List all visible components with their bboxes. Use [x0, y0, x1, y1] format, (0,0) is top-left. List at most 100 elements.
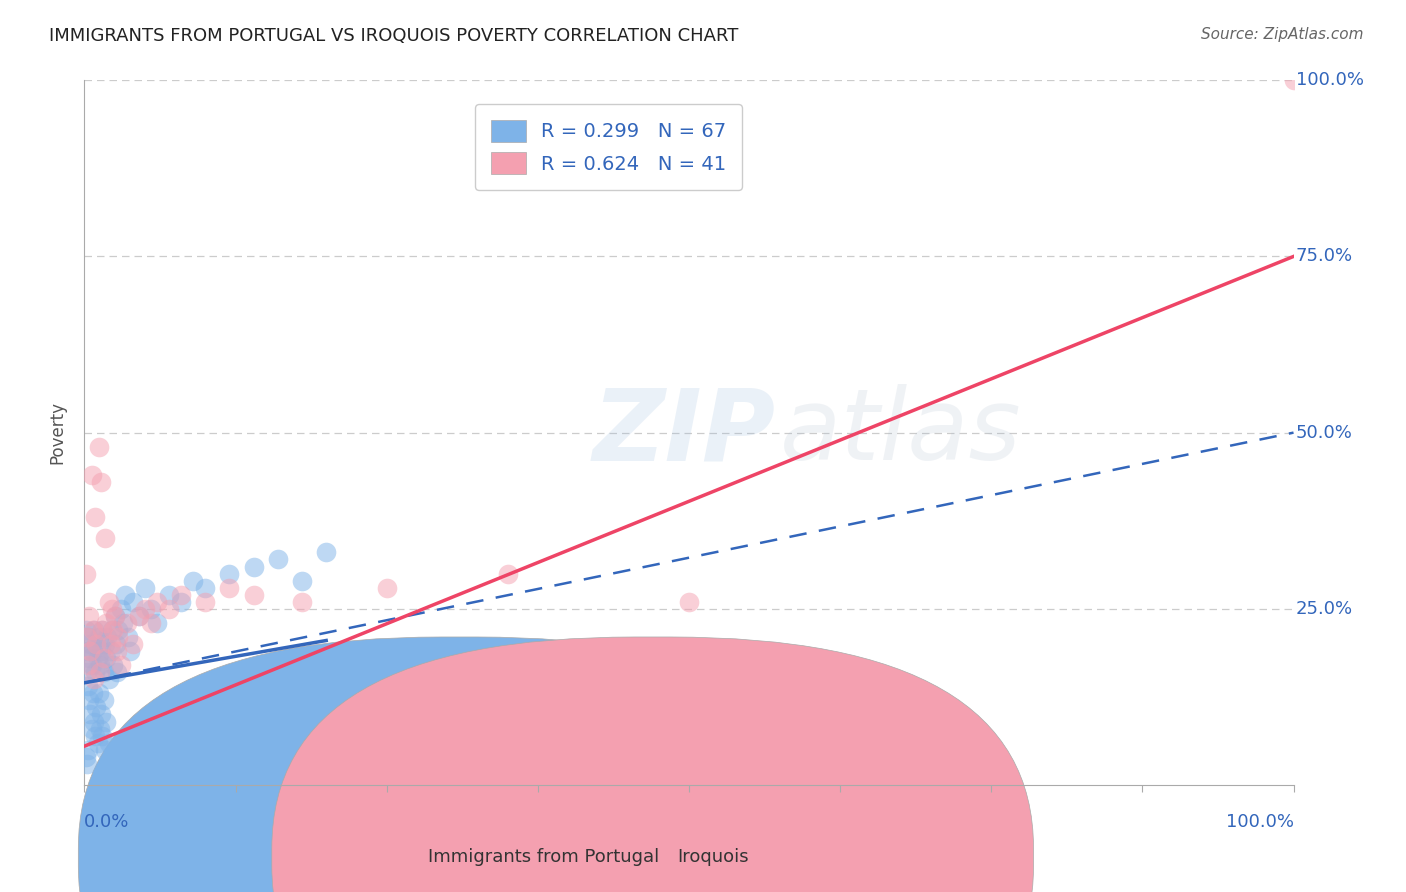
Point: [77, 693, 100, 707]
Point: [107, 630, 129, 644]
Point: [291, 574, 314, 588]
Point: [105, 644, 128, 658]
Point: [112, 615, 135, 630]
Point: [83, 673, 105, 687]
Point: [121, 595, 143, 609]
Point: [87, 440, 110, 454]
Point: [75, 749, 97, 764]
Point: [91, 623, 114, 637]
Point: [146, 615, 169, 630]
Point: [105, 665, 128, 680]
Point: [100, 644, 122, 658]
Point: [218, 566, 240, 581]
Point: [104, 608, 127, 623]
Point: [77, 630, 100, 644]
Point: [1282, 73, 1305, 87]
Point: [110, 658, 132, 673]
Point: [91, 729, 114, 743]
Point: [87, 630, 110, 644]
Text: 75.0%: 75.0%: [1296, 247, 1353, 266]
Point: [170, 588, 193, 602]
Point: [94, 742, 117, 756]
Point: [80, 467, 103, 482]
Point: [76, 644, 98, 658]
Point: [86, 637, 108, 651]
Point: [89, 722, 111, 736]
Point: [84, 665, 107, 680]
Text: IMMIGRANTS FROM PORTUGAL VS IROQUOIS POVERTY CORRELATION CHART: IMMIGRANTS FROM PORTUGAL VS IROQUOIS POV…: [49, 27, 738, 45]
Point: [100, 637, 122, 651]
Point: [315, 545, 337, 559]
Text: Source: ZipAtlas.com: Source: ZipAtlas.com: [1201, 27, 1364, 42]
Point: [181, 574, 204, 588]
Point: [79, 637, 101, 651]
Point: [94, 532, 117, 546]
Point: [291, 595, 314, 609]
Point: [82, 686, 104, 700]
Point: [83, 623, 105, 637]
Point: [115, 615, 138, 630]
Point: [87, 686, 110, 700]
Point: [139, 601, 162, 615]
Point: [80, 722, 103, 736]
Point: [93, 693, 115, 707]
Point: [496, 566, 519, 581]
Y-axis label: Poverty: Poverty: [48, 401, 66, 464]
Point: [139, 615, 162, 630]
Point: [117, 630, 139, 644]
Point: [104, 637, 127, 651]
Point: [101, 623, 124, 637]
Point: [157, 588, 180, 602]
Text: 0.0%: 0.0%: [84, 814, 129, 831]
Point: [76, 665, 98, 680]
Point: [107, 623, 129, 637]
Point: [80, 658, 103, 673]
Point: [242, 588, 264, 602]
Point: [94, 615, 117, 630]
Point: [94, 714, 117, 729]
Point: [96, 630, 118, 644]
Point: [77, 651, 100, 665]
Point: [79, 707, 101, 722]
Point: [76, 630, 98, 644]
Point: [104, 608, 127, 623]
Point: [267, 552, 290, 566]
Point: [86, 651, 108, 665]
Point: [157, 601, 180, 615]
Point: [170, 595, 193, 609]
Point: [86, 700, 108, 714]
Text: 100.0%: 100.0%: [1296, 71, 1364, 89]
Point: [82, 644, 104, 658]
Point: [103, 623, 125, 637]
Point: [90, 644, 112, 658]
Point: [678, 595, 700, 609]
Text: ZIP: ZIP: [592, 384, 775, 481]
Point: [128, 608, 150, 623]
Legend: R = 0.299   N = 67, R = 0.624   N = 41: R = 0.299 N = 67, R = 0.624 N = 41: [475, 104, 742, 190]
Point: [77, 658, 100, 673]
Point: [94, 637, 117, 651]
Point: [89, 665, 111, 680]
Point: [79, 644, 101, 658]
Point: [114, 588, 136, 602]
Point: [90, 475, 112, 489]
Point: [103, 658, 125, 673]
Point: [242, 559, 264, 574]
Point: [110, 601, 132, 615]
Text: 50.0%: 50.0%: [1296, 424, 1353, 442]
Point: [93, 651, 115, 665]
Text: 25.0%: 25.0%: [1296, 599, 1353, 618]
Point: [97, 736, 120, 750]
Point: [90, 707, 112, 722]
Point: [97, 595, 120, 609]
Point: [83, 714, 105, 729]
Point: [146, 595, 169, 609]
Point: [194, 581, 217, 595]
Point: [84, 729, 107, 743]
Point: [86, 736, 108, 750]
Point: [89, 658, 111, 673]
Text: Iroquois: Iroquois: [678, 848, 749, 866]
Point: [121, 637, 143, 651]
Point: [134, 601, 156, 615]
FancyBboxPatch shape: [271, 637, 1033, 892]
